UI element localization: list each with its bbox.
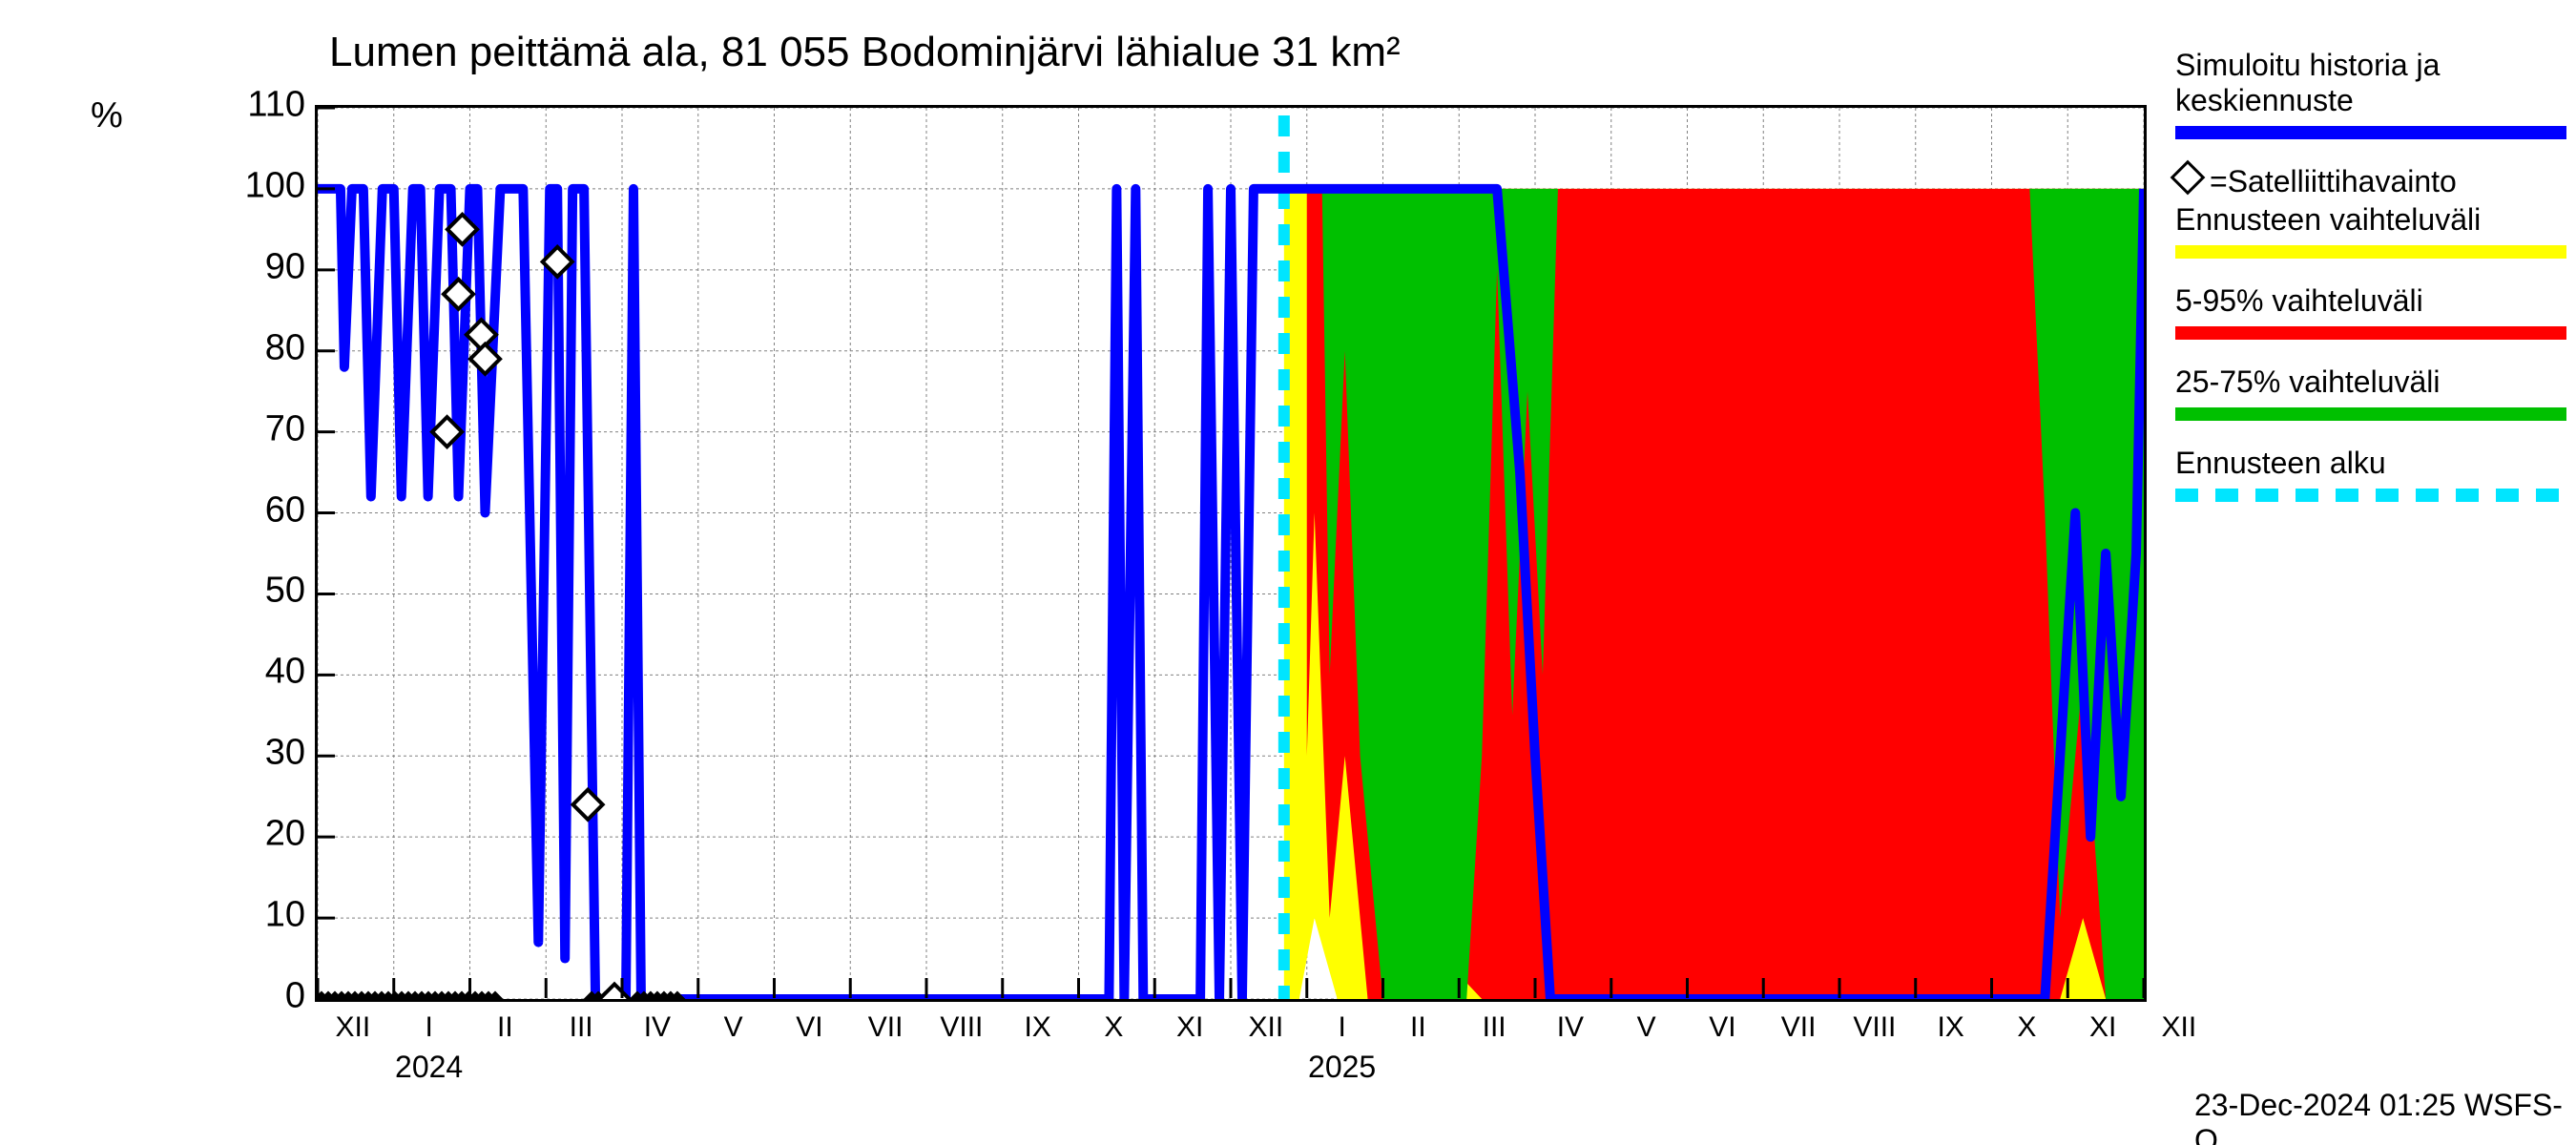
- plot-svg: [318, 108, 2144, 999]
- x-tick-label: II: [1410, 1011, 1426, 1044]
- y-tick-label: 80: [229, 327, 305, 368]
- legend-mid-label: 5-95% vaihteluväli: [2175, 283, 2566, 319]
- legend-fstart-label: Ennusteen alku: [2175, 446, 2566, 481]
- x-tick-label: XI: [2089, 1011, 2116, 1044]
- x-tick-label: XII: [336, 1011, 371, 1044]
- y-tick-label: 10: [229, 895, 305, 936]
- plot-area: [315, 105, 2147, 1002]
- x-tick-label: IV: [644, 1011, 671, 1044]
- x-tick-label: III: [570, 1011, 593, 1044]
- x-tick-label: I: [1338, 1011, 1345, 1044]
- x-tick-label: VII: [1781, 1011, 1817, 1044]
- y-tick-label: 20: [229, 814, 305, 855]
- x-tick-label: III: [1483, 1011, 1506, 1044]
- x-tick-label: XI: [1176, 1011, 1203, 1044]
- legend-mid-swatch: [2175, 326, 2566, 340]
- x-tick-label: X: [1104, 1011, 1123, 1044]
- x-tick-label: VI: [796, 1011, 822, 1044]
- x-tick-label: IX: [1937, 1011, 1963, 1044]
- x-year-label: 2024: [395, 1050, 463, 1085]
- x-tick-label: IV: [1557, 1011, 1584, 1044]
- chart-container: Lumen peittämä ala, 81 055 Bodominjärvi …: [0, 0, 2576, 1145]
- legend-fstart-swatch: [2175, 489, 2566, 502]
- legend-inner-label: 25-75% vaihteluväli: [2175, 364, 2566, 400]
- diamond-icon: [2171, 159, 2206, 195]
- x-tick-label: X: [2017, 1011, 2036, 1044]
- x-tick-label: II: [497, 1011, 513, 1044]
- x-tick-label: V: [1637, 1011, 1656, 1044]
- y-tick-label: 50: [229, 571, 305, 612]
- legend-sim-swatch: [2175, 126, 2566, 139]
- x-tick-label: XII: [1249, 1011, 1284, 1044]
- y-tick-label: 70: [229, 408, 305, 449]
- legend-outer-swatch: [2175, 245, 2566, 259]
- x-tick-label: I: [425, 1011, 432, 1044]
- x-tick-label: IX: [1024, 1011, 1050, 1044]
- x-year-label: 2025: [1308, 1050, 1376, 1085]
- y-tick-label: 90: [229, 246, 305, 287]
- x-tick-label: VII: [868, 1011, 904, 1044]
- x-tick-label: VIII: [940, 1011, 983, 1044]
- y-tick-label: 110: [229, 85, 305, 126]
- x-tick-label: VIII: [1853, 1011, 1896, 1044]
- chart-title: Lumen peittämä ala, 81 055 Bodominjärvi …: [329, 29, 1401, 76]
- y-tick-label: 40: [229, 652, 305, 693]
- y-unit: %: [91, 95, 123, 136]
- legend-sim-label: Simuloitu historia ja keskiennuste: [2175, 48, 2566, 118]
- x-tick-label: V: [724, 1011, 743, 1044]
- legend-outer-label: Ennusteen vaihteluväli: [2175, 202, 2566, 238]
- legend-obs-row: =Satelliittihavainto: [2175, 164, 2566, 199]
- y-tick-label: 60: [229, 489, 305, 531]
- y-tick-label: 30: [229, 733, 305, 774]
- legend-obs-label: =Satelliittihavainto: [2210, 164, 2457, 198]
- x-tick-label: VI: [1709, 1011, 1735, 1044]
- footer-text: 23-Dec-2024 01:25 WSFS-O: [2194, 1088, 2576, 1145]
- legend-inner-swatch: [2175, 407, 2566, 421]
- y-tick-label: 0: [229, 976, 305, 1017]
- x-tick-label: XII: [2162, 1011, 2197, 1044]
- legend: Simuloitu historia ja keskiennuste =Sate…: [2175, 48, 2566, 527]
- y-tick-label: 100: [229, 165, 305, 206]
